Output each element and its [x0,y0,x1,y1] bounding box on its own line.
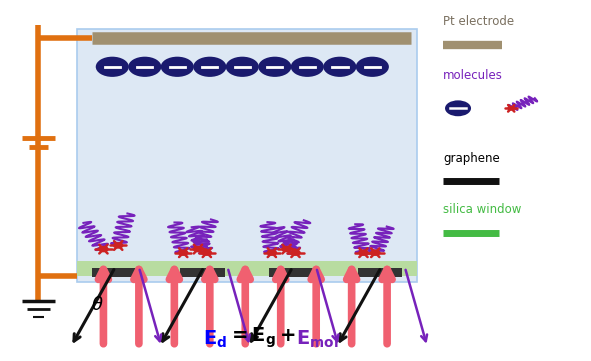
Circle shape [202,249,212,256]
Circle shape [281,246,292,252]
Circle shape [161,57,194,77]
Circle shape [291,57,324,77]
Circle shape [323,57,356,77]
Circle shape [507,106,515,111]
Bar [77,29,417,282]
Circle shape [356,57,389,77]
Circle shape [358,249,369,256]
Bar [92,268,136,277]
Bar [180,268,225,277]
Circle shape [178,249,189,256]
Text: silica window: silica window [443,203,522,216]
Circle shape [113,242,124,249]
Text: molecules: molecules [443,69,503,82]
Circle shape [226,57,259,77]
Circle shape [267,249,277,256]
Circle shape [128,57,161,77]
Circle shape [290,249,301,256]
Bar [358,268,402,277]
Text: graphene: graphene [443,152,500,165]
Bar [77,261,417,276]
Circle shape [370,249,381,256]
Circle shape [193,57,226,77]
Text: $\mathbf{E_d}$: $\mathbf{E_d}$ [203,329,228,350]
Circle shape [258,57,291,77]
Text: $\theta$: $\theta$ [91,296,104,314]
Circle shape [193,246,203,252]
Text: Pt electrode: Pt electrode [443,15,514,28]
Text: $\mathbf{=E_g+}$: $\mathbf{=E_g+}$ [228,326,296,350]
Text: $\mathbf{E_{mol}}$: $\mathbf{E_{mol}}$ [296,329,338,350]
Circle shape [98,246,109,252]
Circle shape [445,100,471,116]
Bar [269,268,313,277]
Circle shape [96,57,129,77]
